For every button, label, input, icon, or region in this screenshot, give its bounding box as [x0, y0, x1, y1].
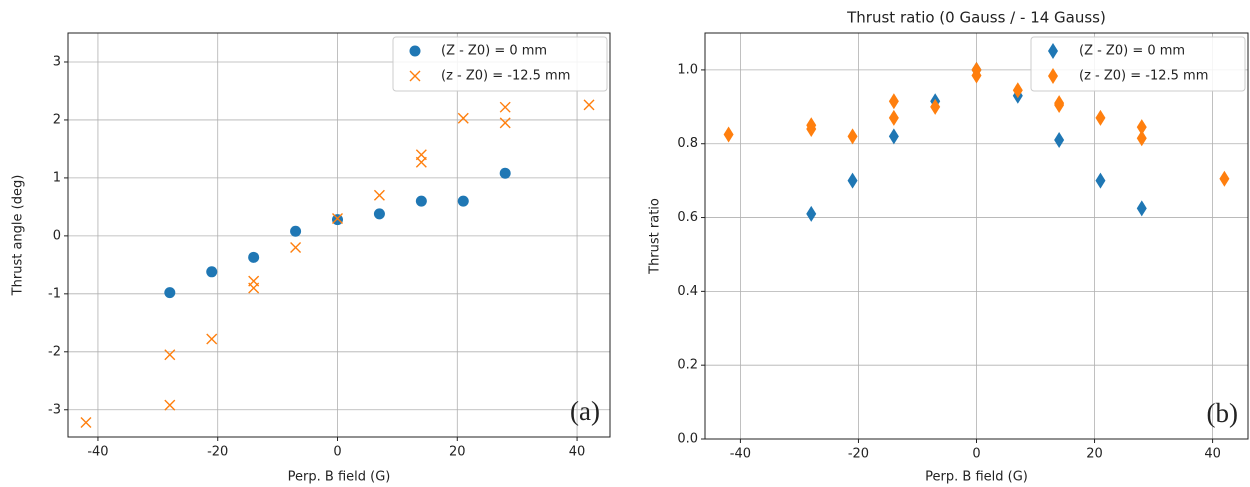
point — [80, 417, 92, 429]
legend-marker — [1048, 43, 1058, 59]
point — [499, 101, 511, 113]
point — [457, 112, 469, 124]
point — [248, 251, 260, 263]
point — [888, 109, 899, 126]
point — [847, 172, 858, 189]
y-axis-label: Thrust angle (deg) — [11, 175, 26, 297]
x-tick-label: -40 — [730, 447, 751, 462]
legend-marker — [1048, 68, 1058, 84]
point — [164, 349, 176, 361]
point — [457, 195, 469, 207]
point — [806, 205, 817, 222]
y-tick-label: 3 — [53, 54, 61, 69]
point — [373, 189, 385, 201]
point — [888, 128, 899, 145]
legend-marker — [409, 45, 421, 57]
point — [806, 120, 817, 137]
x-tick-label: 40 — [1204, 447, 1221, 462]
y-tick-label: -3 — [48, 402, 61, 417]
y-tick-label: 0.2 — [677, 358, 698, 373]
point — [415, 195, 427, 207]
x-tick-label: 20 — [449, 445, 466, 460]
x-tick-label: 40 — [569, 445, 586, 460]
y-tick-label: 2 — [53, 112, 61, 127]
point — [1136, 200, 1147, 217]
annotation: (a) — [570, 396, 600, 426]
point — [164, 399, 176, 411]
legend-label: (Z - Z0) = 0 mm — [1079, 44, 1185, 59]
y-tick-label: 1 — [53, 170, 61, 185]
point — [1095, 172, 1106, 189]
x-tick-label: 20 — [1086, 447, 1103, 462]
legend-label: (Z - Z0) = 0 mm — [441, 44, 547, 59]
legend-label: (z - Z0) = -12.5 mm — [441, 69, 570, 84]
point — [1054, 96, 1065, 113]
point — [290, 225, 302, 237]
plot: -40 -20 0 20 40 0.0 0.2 0.4 0.6 0.8 1.0 Thrust rati… — [648, 9, 1249, 485]
point — [1219, 170, 1230, 187]
legend-box — [1030, 36, 1246, 92]
point — [1054, 132, 1065, 149]
point — [847, 128, 858, 145]
point — [164, 287, 176, 299]
x-axis-label: Perp. B field (G) — [288, 470, 391, 485]
point — [290, 241, 302, 253]
x-tick-label: 0 — [972, 447, 980, 462]
y-tick-label: 0.6 — [677, 210, 698, 225]
y-tick-label: 1.0 — [677, 62, 698, 77]
x-tick-label: -40 — [87, 445, 108, 460]
annotation: (b) — [1207, 398, 1238, 428]
x-tick-label: 0 — [333, 445, 341, 460]
point — [1136, 130, 1147, 147]
x-tick-label: -20 — [207, 445, 228, 460]
point — [332, 212, 343, 224]
y-axis-label: Thrust ratio — [648, 198, 663, 275]
point — [888, 93, 899, 110]
y-tick-label: 0 — [53, 228, 61, 243]
point — [1012, 82, 1023, 99]
point — [1136, 119, 1147, 136]
y-tick-label: 0.0 — [677, 432, 698, 447]
point — [971, 67, 982, 84]
chart-title: Thrust ratio (0 Gauss / - 14 Gauss) — [846, 9, 1106, 27]
point — [930, 98, 941, 115]
plot-frame — [67, 32, 611, 438]
point — [332, 214, 344, 226]
y-tick-label: 0.8 — [677, 136, 698, 151]
point — [248, 282, 260, 294]
point — [499, 117, 511, 129]
y-tick-label: -1 — [48, 286, 61, 301]
y-tick-label: 0.4 — [677, 284, 698, 299]
point — [583, 99, 595, 111]
legend-marker — [409, 70, 421, 82]
x-tick-label: -20 — [848, 447, 869, 462]
point — [1095, 109, 1106, 126]
point — [499, 167, 511, 179]
point — [373, 208, 385, 220]
legend-box — [392, 36, 608, 92]
point — [415, 156, 427, 168]
legend-label: (z - Z0) = -12.5 mm — [1079, 69, 1208, 84]
plot: -40 -20 0 20 40 -3 -2 -1 0 1 2 3 Perp. B field (G) Th… — [11, 32, 611, 485]
point — [206, 333, 218, 345]
point — [206, 266, 218, 278]
x-axis-label: Perp. B field (G) — [925, 470, 1028, 485]
plot-frame — [704, 32, 1249, 440]
point — [723, 126, 734, 143]
y-tick-label: -2 — [48, 344, 61, 359]
